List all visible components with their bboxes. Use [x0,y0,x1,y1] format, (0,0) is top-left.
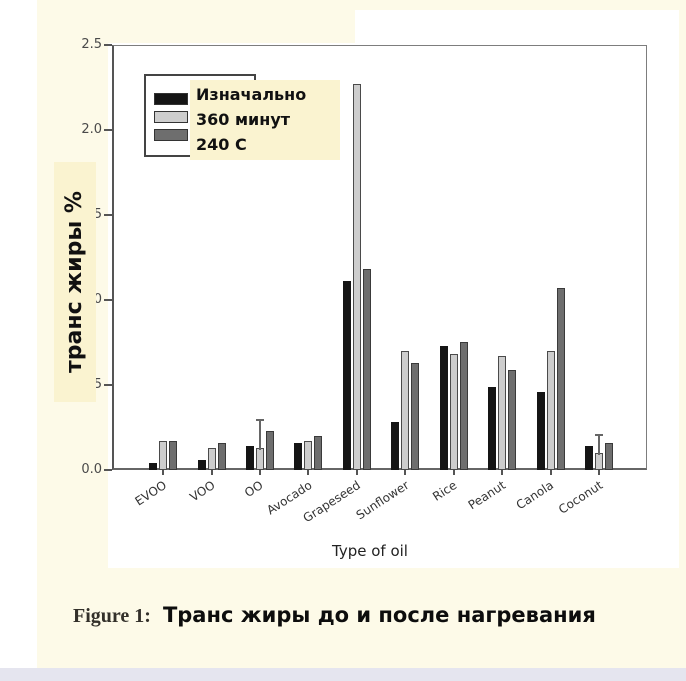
legend-swatch-360min [154,111,188,123]
y-tick-label: 0.0 [81,462,102,477]
left-margin-strip [0,0,37,668]
legend-labels: Изначально 360 минут 240 C [190,80,340,160]
y-axis-title: транс жиры % [54,162,96,402]
caption-text: Транс жиры до и после нагревания [162,603,596,627]
legend-swatch-initial [154,93,188,105]
y-tick-label: 2.5 [81,37,102,52]
chart-panel-notch [108,10,355,43]
y-tick-label: 2.0 [81,122,102,137]
legend-label-360min: 360 минут [196,110,291,129]
legend-label-initial: Изначально [196,85,307,104]
x-axis-title: Type of oil [332,542,408,560]
legend-swatch-240c [154,129,188,141]
legend-label-240c: 240 C [196,135,247,154]
figure-caption: Figure 1: Транс жиры до и после нагреван… [73,603,596,628]
figure-number: Figure 1: [73,605,151,627]
bottom-edge-strip [0,668,686,681]
